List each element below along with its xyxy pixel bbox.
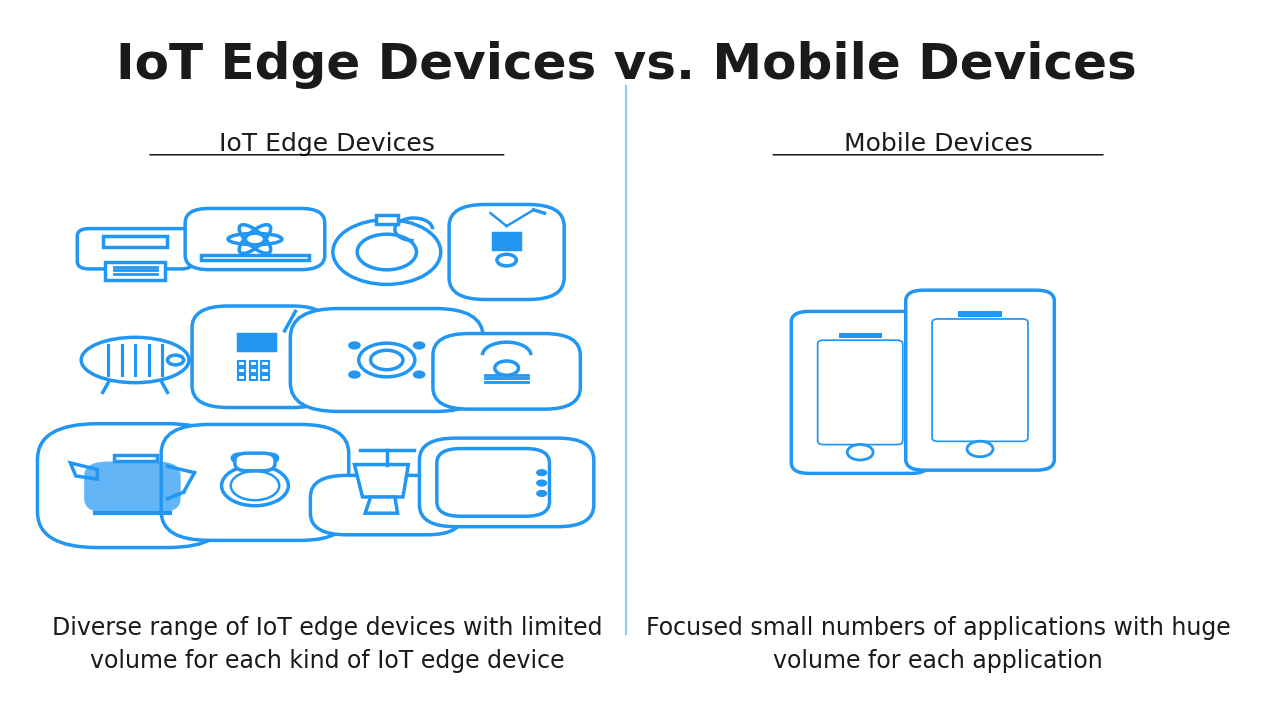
Text: Diverse range of IoT edge devices with limited
volume for each kind of IoT edge : Diverse range of IoT edge devices with l… xyxy=(51,616,602,673)
Circle shape xyxy=(349,342,360,348)
Circle shape xyxy=(358,343,415,377)
Bar xyxy=(238,368,246,373)
FancyBboxPatch shape xyxy=(84,462,180,513)
Bar xyxy=(238,375,246,379)
Bar xyxy=(105,262,165,279)
Circle shape xyxy=(168,355,183,365)
Circle shape xyxy=(265,454,278,462)
Polygon shape xyxy=(70,463,97,480)
Circle shape xyxy=(246,233,265,245)
Circle shape xyxy=(221,466,288,505)
Bar xyxy=(250,361,257,366)
Ellipse shape xyxy=(81,337,189,383)
Circle shape xyxy=(357,234,416,270)
Bar xyxy=(238,361,246,366)
Bar xyxy=(261,361,269,366)
Circle shape xyxy=(371,351,403,370)
FancyBboxPatch shape xyxy=(236,453,275,471)
Text: IoT Edge Devices: IoT Edge Devices xyxy=(219,132,435,156)
Bar xyxy=(261,375,269,379)
Bar xyxy=(493,233,520,249)
FancyBboxPatch shape xyxy=(791,311,929,474)
FancyBboxPatch shape xyxy=(37,423,228,547)
Bar xyxy=(238,334,275,351)
Bar xyxy=(250,368,257,373)
Circle shape xyxy=(847,444,873,460)
Circle shape xyxy=(232,454,246,462)
FancyBboxPatch shape xyxy=(186,209,325,270)
FancyBboxPatch shape xyxy=(436,449,549,516)
Bar xyxy=(838,333,882,338)
Circle shape xyxy=(349,372,360,378)
Bar xyxy=(376,215,398,225)
Circle shape xyxy=(413,372,425,378)
FancyBboxPatch shape xyxy=(291,308,484,412)
Text: IoT Edge Devices vs. Mobile Devices: IoT Edge Devices vs. Mobile Devices xyxy=(116,41,1137,89)
Bar xyxy=(250,375,257,379)
Circle shape xyxy=(536,480,547,486)
Circle shape xyxy=(536,469,547,476)
Text: Focused small numbers of applications with huge
volume for each application: Focused small numbers of applications wi… xyxy=(645,616,1230,673)
FancyBboxPatch shape xyxy=(420,438,594,527)
Bar xyxy=(261,368,269,373)
Text: Mobile Devices: Mobile Devices xyxy=(844,132,1033,156)
Circle shape xyxy=(497,254,516,266)
Bar xyxy=(102,236,168,247)
FancyBboxPatch shape xyxy=(310,475,463,535)
Bar xyxy=(201,256,308,260)
FancyBboxPatch shape xyxy=(77,229,193,269)
FancyBboxPatch shape xyxy=(818,340,902,444)
Circle shape xyxy=(536,490,547,496)
Circle shape xyxy=(230,471,279,500)
FancyBboxPatch shape xyxy=(932,319,1028,441)
Circle shape xyxy=(968,441,993,456)
FancyBboxPatch shape xyxy=(449,204,564,300)
Circle shape xyxy=(495,361,518,375)
Bar xyxy=(114,455,156,462)
Polygon shape xyxy=(355,464,408,497)
Polygon shape xyxy=(365,497,398,513)
FancyBboxPatch shape xyxy=(906,290,1055,470)
FancyBboxPatch shape xyxy=(192,306,329,408)
FancyBboxPatch shape xyxy=(433,333,580,409)
FancyBboxPatch shape xyxy=(161,424,348,540)
Bar xyxy=(959,311,1001,317)
Circle shape xyxy=(413,342,425,348)
Circle shape xyxy=(333,220,440,284)
